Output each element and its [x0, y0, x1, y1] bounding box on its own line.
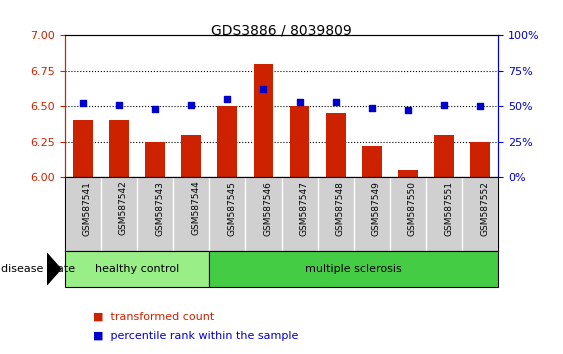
Point	[187, 102, 196, 108]
Text: healthy control: healthy control	[95, 264, 179, 274]
Point	[404, 108, 413, 113]
Text: ■  percentile rank within the sample: ■ percentile rank within the sample	[93, 331, 298, 341]
Text: GSM587546: GSM587546	[263, 181, 272, 236]
Point	[114, 102, 123, 108]
Text: GSM587552: GSM587552	[480, 181, 489, 236]
Bar	[362, 146, 382, 177]
Point	[259, 86, 268, 92]
Bar	[181, 135, 201, 177]
Point	[440, 102, 449, 108]
Bar	[470, 142, 490, 177]
Text: GDS3886 / 8039809: GDS3886 / 8039809	[211, 23, 352, 37]
Bar	[398, 170, 418, 177]
Bar	[434, 135, 454, 177]
Text: GSM587541: GSM587541	[83, 181, 92, 236]
Bar	[326, 113, 346, 177]
Bar	[253, 64, 274, 177]
Text: disease state: disease state	[1, 264, 75, 274]
Text: GSM587542: GSM587542	[119, 181, 128, 235]
Bar	[145, 142, 165, 177]
Text: GSM587548: GSM587548	[336, 181, 345, 236]
Text: GSM587544: GSM587544	[191, 181, 200, 235]
Bar	[65, 251, 209, 287]
Text: GSM587549: GSM587549	[372, 181, 381, 236]
Point	[331, 99, 340, 105]
Point	[367, 105, 376, 110]
Text: GSM587551: GSM587551	[444, 181, 453, 236]
Bar	[217, 106, 237, 177]
Text: multiple sclerosis: multiple sclerosis	[305, 264, 402, 274]
Bar	[73, 120, 93, 177]
Text: ■  transformed count: ■ transformed count	[93, 312, 214, 322]
Point	[78, 101, 87, 106]
Point	[476, 103, 485, 109]
Point	[150, 106, 159, 112]
Point	[295, 99, 304, 105]
Text: GSM587547: GSM587547	[300, 181, 309, 236]
Bar	[289, 106, 310, 177]
Text: GSM587545: GSM587545	[227, 181, 236, 236]
Text: GSM587550: GSM587550	[408, 181, 417, 236]
Bar	[209, 251, 498, 287]
Polygon shape	[47, 253, 61, 285]
Bar	[109, 120, 129, 177]
Point	[223, 96, 232, 102]
Text: GSM587543: GSM587543	[155, 181, 164, 236]
